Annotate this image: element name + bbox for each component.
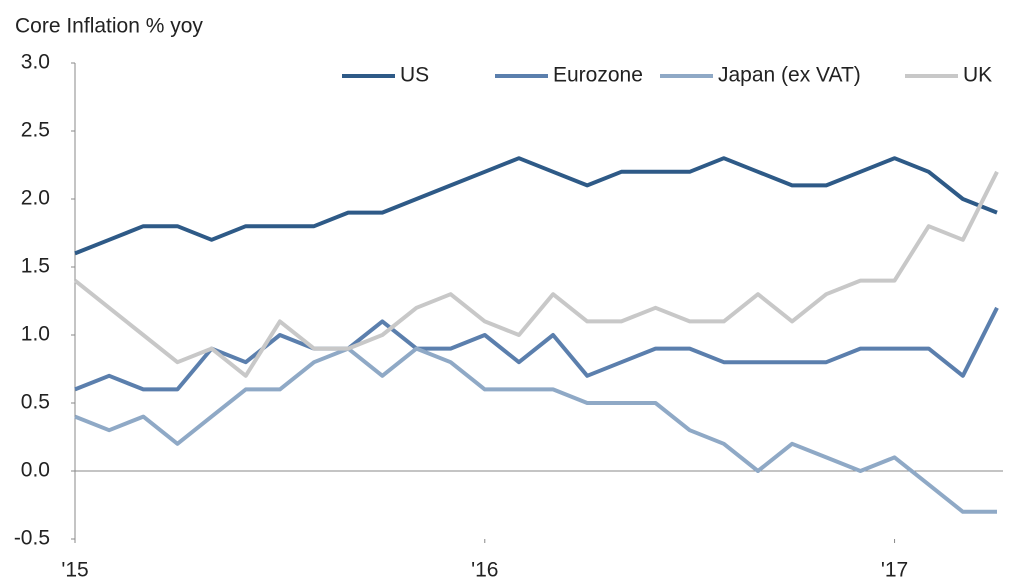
x-tick-label: '16 <box>471 559 498 581</box>
y-tick-label: -0.5 <box>14 527 50 550</box>
y-tick-label: 2.5 <box>21 119 50 142</box>
series-line <box>74 346 997 514</box>
series-line <box>74 156 998 256</box>
legend-label: US <box>400 64 429 87</box>
y-axis-label: Core Inflation % yoy <box>15 15 203 38</box>
y-tick-label: 1.0 <box>21 323 50 346</box>
x-tick-label: '15 <box>61 559 88 581</box>
y-tick-label: 3.0 <box>21 51 50 74</box>
x-tick-label: '17 <box>881 559 908 581</box>
series-line <box>74 306 999 392</box>
y-tick-label: 1.5 <box>21 255 50 278</box>
y-tick-label: 2.0 <box>21 187 50 210</box>
legend-label: Japan (ex VAT) <box>718 64 861 87</box>
y-tick-label: 0.5 <box>21 391 50 414</box>
series-line <box>73 170 999 378</box>
legend-label: Eurozone <box>553 64 643 87</box>
legend-label: UK <box>963 64 992 87</box>
y-tick-label: 0.0 <box>21 459 50 482</box>
